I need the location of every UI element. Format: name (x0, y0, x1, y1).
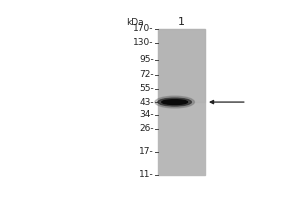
Text: 95-: 95- (139, 55, 154, 64)
Text: 130-: 130- (133, 38, 154, 47)
Ellipse shape (155, 96, 194, 108)
Bar (158, 29, 205, 102)
Text: 43-: 43- (139, 98, 154, 107)
Ellipse shape (162, 100, 188, 104)
Text: 34-: 34- (139, 110, 154, 119)
Text: 55-: 55- (139, 84, 154, 93)
Ellipse shape (158, 98, 191, 106)
Text: 17-: 17- (139, 147, 154, 156)
Bar (158, 29, 205, 175)
Text: 1: 1 (178, 17, 185, 27)
Text: 26-: 26- (139, 124, 154, 133)
Text: kDa: kDa (126, 18, 144, 27)
Text: 72-: 72- (139, 70, 154, 79)
Text: 11-: 11- (139, 170, 154, 179)
Text: 170-: 170- (133, 24, 154, 33)
